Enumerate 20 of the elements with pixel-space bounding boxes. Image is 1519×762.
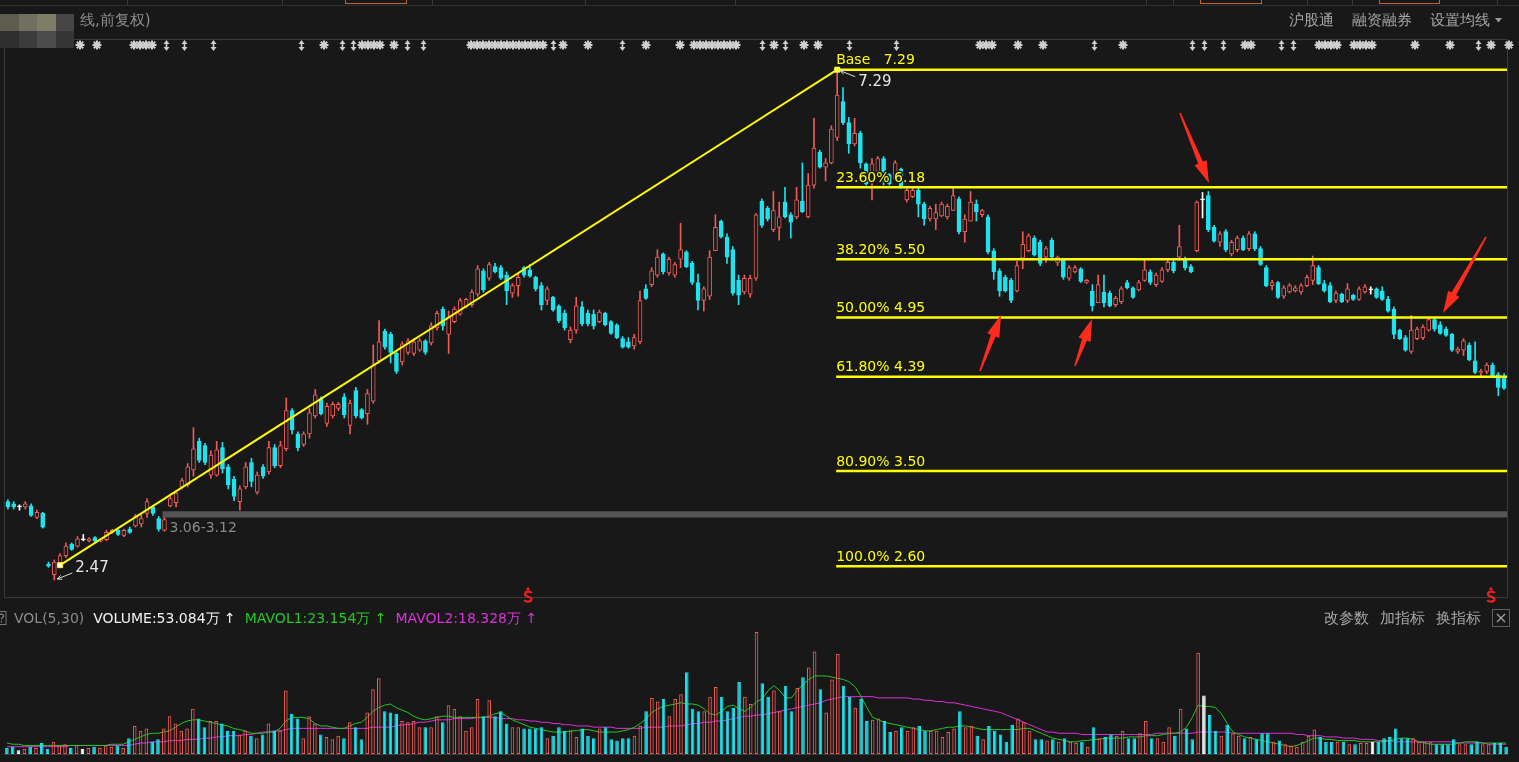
ref-line-label: 61.80% 4.39: [836, 358, 926, 375]
ref-line-label: 50.00% 4.95: [836, 299, 926, 316]
text: MAVOL1:23.154万 ↑: [244, 609, 387, 627]
text: 融资融券: [1352, 11, 1412, 29]
text: 设置均线: [1430, 11, 1490, 29]
chart-subtitle: VOLUME:53.084万 ↑: [93, 609, 236, 627]
text: 沪股通: [1289, 11, 1334, 29]
chart-title: VOL(5,30): [14, 609, 85, 627]
band-label: 3.06-3.12: [169, 519, 237, 536]
ref-line-label: 38.20% 5.50: [836, 240, 926, 257]
ref-line-label: 100.0% 2.60: [836, 547, 926, 564]
ref-line-label: 80.90% 3.50: [836, 452, 926, 469]
text: 7.29: [858, 71, 892, 90]
text: 换指标: [1436, 609, 1481, 627]
chart-title: 线,前复权): [80, 11, 151, 29]
text: 加指标: [1380, 609, 1425, 627]
text: 2.47: [75, 557, 109, 576]
text: MAVOL2:18.328万 ↑: [395, 609, 538, 627]
ref-line-label: Base 7.29: [836, 51, 915, 68]
text: 改参数: [1324, 609, 1369, 627]
